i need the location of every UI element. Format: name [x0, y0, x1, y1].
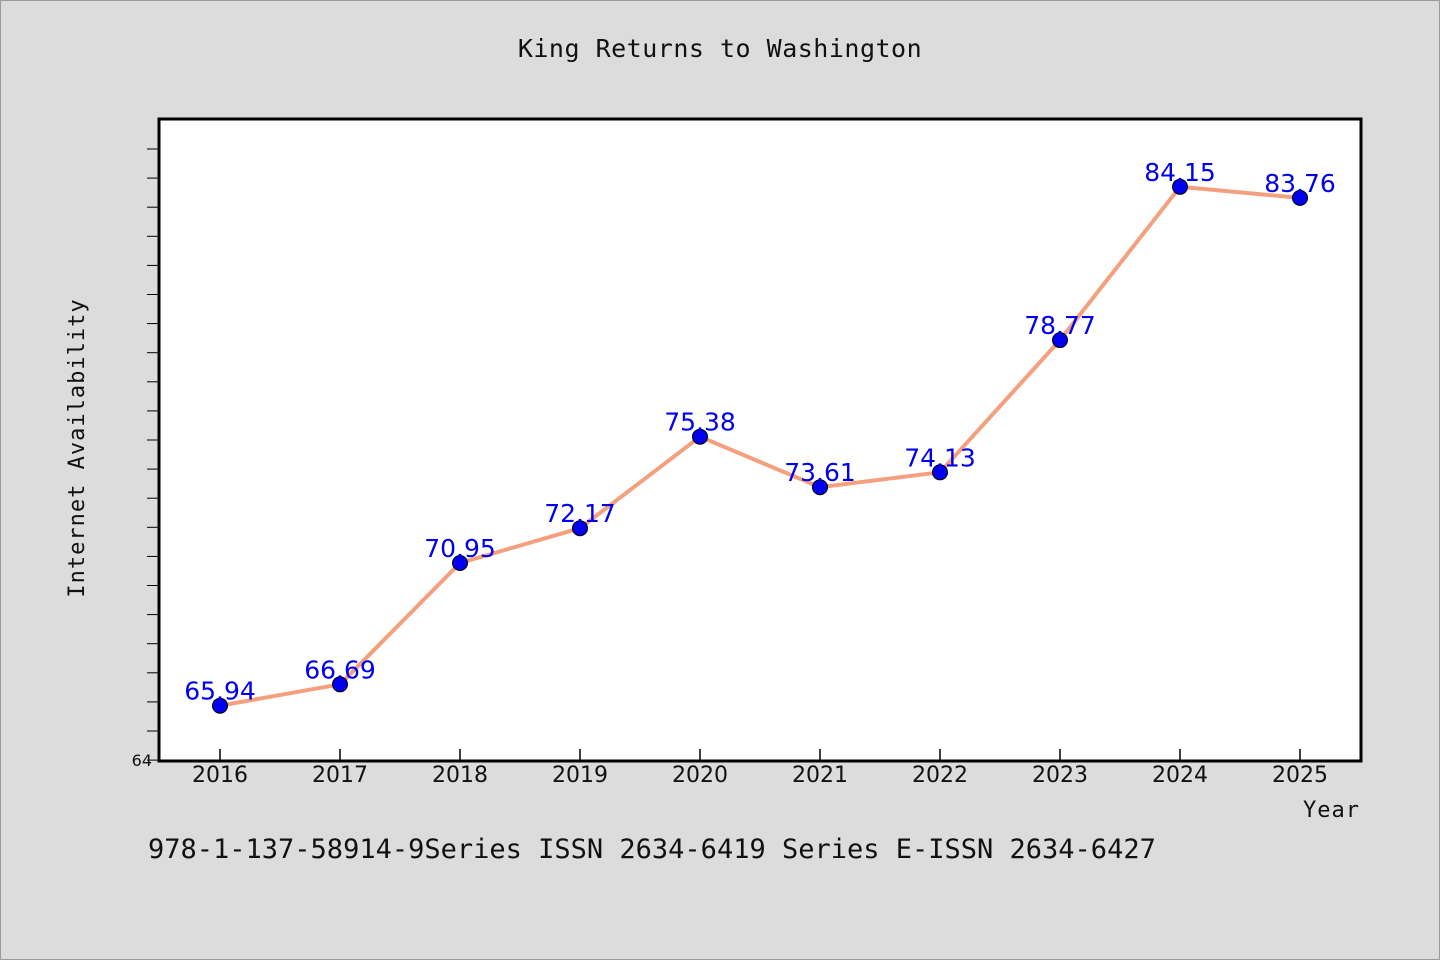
data-label: 66.69: [304, 655, 376, 684]
data-label: 78.77: [1024, 311, 1096, 340]
data-markers: [212, 178, 1308, 714]
data-label: 74.13: [904, 443, 976, 472]
data-label: 70.95: [424, 534, 496, 563]
x-axis-title: Year: [1303, 798, 1360, 823]
data-point: [812, 479, 828, 496]
data-label: 84.15: [1144, 158, 1216, 187]
x-tick-label: 2018: [432, 763, 488, 788]
data-point: [1052, 332, 1068, 349]
data-point: [932, 464, 948, 481]
data-label: 65.94: [184, 677, 256, 706]
x-tick-label: 2019: [552, 763, 608, 788]
series-line: [219, 184, 1301, 708]
data-point: [1172, 178, 1188, 195]
x-tick-label: 2022: [912, 763, 968, 788]
data-label: 73.61: [784, 458, 856, 487]
x-tick-label: 2016: [192, 763, 248, 788]
data-label: 72.17: [544, 499, 616, 528]
x-tick-label: 2024: [1152, 763, 1208, 788]
x-tick-label: 2021: [792, 763, 848, 788]
series-polyline: [219, 184, 1301, 708]
x-tick-label: 2020: [672, 763, 728, 788]
chart-title: King Returns to Washington: [517, 34, 923, 63]
data-point: [452, 555, 468, 571]
y-axis-title: Internet Availability: [65, 298, 90, 597]
data-point: [1292, 189, 1308, 206]
x-axis-tick-labels: 2016 2017 2018 2019 2020 2021 2022 2023 2024 2025: [192, 763, 1328, 788]
data-labels: 65.94 66.69 70.95 72.17 75.38 73.61 74.13 78.77…: [184, 158, 1336, 706]
data-point: [212, 697, 228, 714]
x-axis-ticks: [219, 749, 1301, 761]
x-tick-label: 2023: [1032, 763, 1088, 788]
x-tick-label: 2017: [312, 763, 368, 788]
data-label: 83.76: [1264, 169, 1336, 198]
data-point: [692, 428, 708, 445]
x-tick-label: 2025: [1272, 763, 1328, 788]
isbn-issn-footer: 978-1-137-58914-9Series ISSN 2634-6419 S…: [148, 834, 1156, 865]
y-axis-ticks: [147, 148, 159, 761]
data-point: [572, 520, 588, 537]
data-label: 75.38: [664, 408, 736, 437]
data-point: [332, 676, 348, 693]
plot-area: [157, 117, 1363, 763]
y-tick-label-min: 64: [132, 751, 152, 770]
